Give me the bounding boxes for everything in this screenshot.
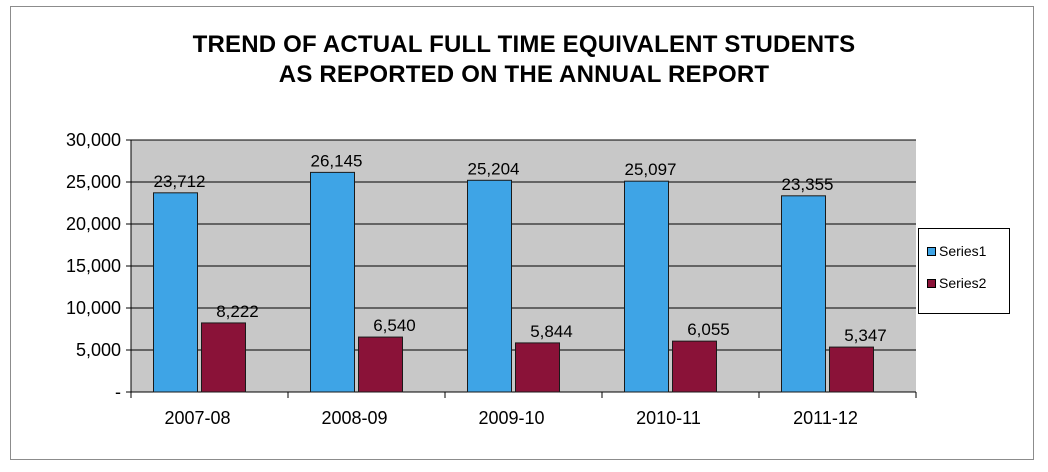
bar-series1-2011-12 bbox=[781, 195, 826, 393]
data-label: 5,347 bbox=[844, 326, 887, 345]
bar-series2-2009-10 bbox=[515, 342, 560, 393]
data-label: 23,355 bbox=[782, 175, 834, 194]
chart-legend: Series1 Series2 bbox=[918, 228, 1010, 314]
chart-title-line-2: AS REPORTED ON THE ANNUAL REPORT bbox=[278, 61, 770, 88]
x-tick-label: 2007-08 bbox=[164, 408, 230, 428]
data-label: 8,222 bbox=[216, 302, 259, 321]
bar-series1-2008-09 bbox=[310, 171, 355, 393]
legend-item-series2: Series2 bbox=[927, 275, 986, 291]
legend-item-series1: Series1 bbox=[927, 243, 986, 259]
bar-series2-2008-09 bbox=[358, 336, 403, 393]
x-tick-label: 2009-10 bbox=[478, 408, 544, 428]
y-tick-label: - bbox=[115, 382, 121, 402]
data-label: 26,145 bbox=[311, 151, 363, 170]
bar-series1-2007-08 bbox=[153, 192, 198, 393]
data-label: 5,844 bbox=[530, 322, 573, 341]
bar-series2-2010-11 bbox=[672, 340, 717, 393]
x-tick-label: 2008-09 bbox=[321, 408, 387, 428]
y-tick-label: 30,000 bbox=[66, 130, 121, 150]
chart-title-line-1: TREND OF ACTUAL FULL TIME EQUIVALENT STU… bbox=[192, 31, 856, 58]
data-label: 6,540 bbox=[373, 316, 416, 335]
bar-series2-2011-12 bbox=[829, 346, 874, 393]
data-label: 25,204 bbox=[468, 159, 520, 178]
legend-swatch-series2 bbox=[927, 278, 936, 288]
legend-label-series1: Series1 bbox=[939, 243, 987, 259]
y-tick-label: 15,000 bbox=[66, 256, 121, 276]
x-tick-label: 2010-11 bbox=[636, 408, 701, 428]
bar-series1-2010-11 bbox=[624, 180, 669, 393]
data-label: 23,712 bbox=[154, 172, 206, 191]
y-tick-label: 5,000 bbox=[76, 340, 121, 360]
data-label: 25,097 bbox=[625, 160, 677, 179]
bar-series1-2009-10 bbox=[467, 179, 512, 393]
x-tick-label: 2011-12 bbox=[793, 408, 858, 428]
chart-title: TREND OF ACTUAL FULL TIME EQUIVALENT STU… bbox=[0, 30, 1048, 90]
legend-label-series2: Series2 bbox=[939, 275, 987, 291]
y-tick-label: 20,000 bbox=[66, 214, 121, 234]
y-tick-label: 10,000 bbox=[66, 298, 121, 318]
y-tick-label: 25,000 bbox=[66, 172, 121, 192]
data-label: 6,055 bbox=[687, 320, 730, 339]
legend-swatch-series1 bbox=[927, 246, 936, 256]
bar-series2-2007-08 bbox=[201, 322, 246, 393]
